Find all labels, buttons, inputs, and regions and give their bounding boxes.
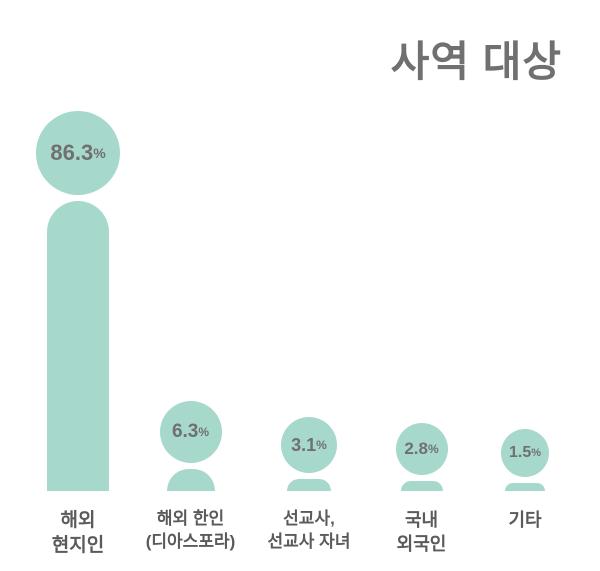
bar-4-pct: %: [531, 447, 541, 459]
bar-2-head: 3.1%: [281, 417, 337, 473]
bar-0-body: [47, 201, 109, 491]
bar-3-head: 2.8%: [396, 423, 448, 475]
bar-4: 1.5%: [480, 429, 570, 491]
bar-3-body: [401, 481, 443, 491]
bar-4-head: 1.5%: [501, 429, 549, 477]
label-2: 선교사, 선교사 자녀: [255, 508, 363, 559]
bar-1-pct: %: [198, 425, 209, 439]
bar-2: 3.1%: [255, 417, 363, 491]
bar-0-value: 86.3: [50, 140, 93, 166]
bar-0-head: 86.3%: [36, 111, 120, 195]
bar-3: 2.8%: [374, 423, 470, 491]
bar-3-pct: %: [428, 442, 439, 456]
bar-1-head: 6.3%: [160, 401, 222, 463]
bar-0: 86.3%: [30, 111, 126, 491]
bar-0-pct: %: [93, 145, 105, 161]
bar-4-body: [505, 483, 545, 491]
bar-2-value: 3.1: [291, 435, 316, 456]
bar-2-body: [287, 479, 331, 491]
label-1: 해외 한인 (디아스포라): [137, 508, 245, 559]
bar-4-value: 1.5: [509, 444, 531, 462]
label-4: 기타: [480, 508, 570, 559]
labels-row: 해외 현지인 해외 한인 (디아스포라) 선교사, 선교사 자녀 국내 외국인 …: [30, 508, 570, 559]
bar-2-pct: %: [316, 438, 327, 452]
bar-1-value: 6.3: [172, 421, 198, 443]
bar-3-value: 2.8: [404, 439, 428, 459]
chart-area: 86.3% 6.3% 3.1% 2.8% 1.5%: [30, 91, 570, 491]
bar-1: 6.3%: [137, 401, 245, 491]
label-0: 해외 현지인: [30, 508, 126, 559]
chart-title: 사역 대상: [391, 28, 562, 89]
label-3: 국내 외국인: [374, 508, 470, 559]
bar-1-body: [167, 469, 215, 491]
